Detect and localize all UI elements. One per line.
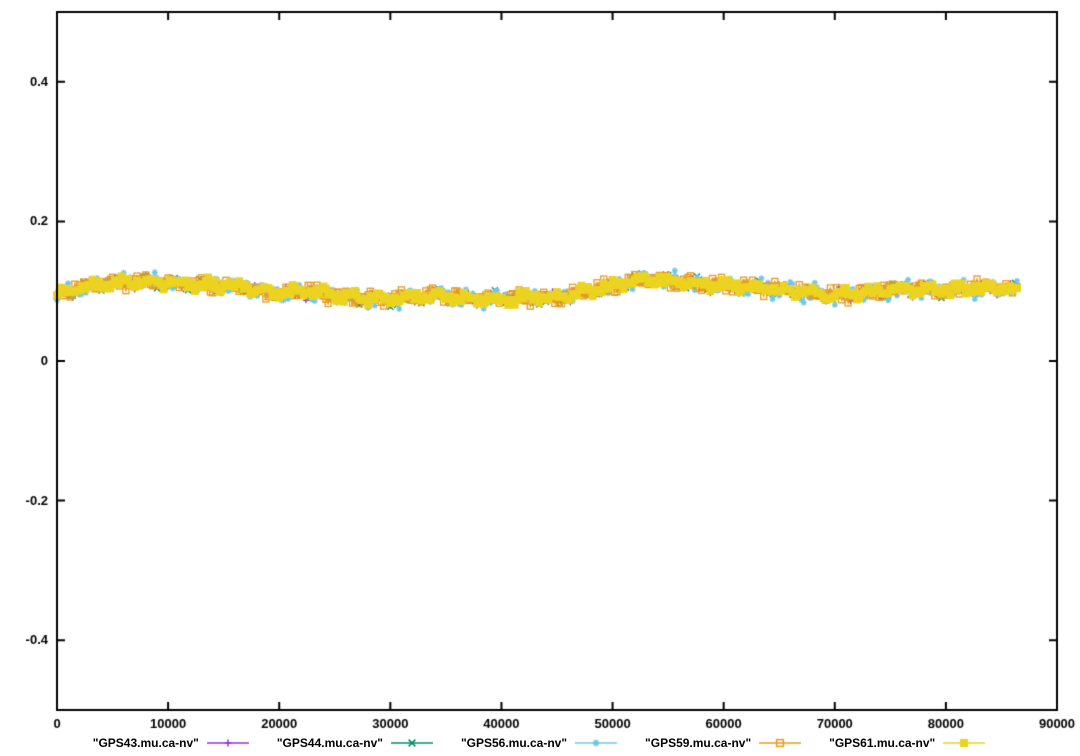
legend-label: "GPS43.mu.ca-nv" xyxy=(92,736,199,750)
legend-sample-asterisk-icon xyxy=(573,736,620,750)
legend-label: "GPS44.mu.ca-nv" xyxy=(276,736,383,750)
legend-sample-square-open-icon xyxy=(757,736,804,750)
legend-sample-plus-icon xyxy=(204,736,251,750)
legend-item-3: "GPS56.mu.ca-nv" xyxy=(460,736,620,750)
legend: "GPS43.mu.ca-nv" "GPS44.mu.ca-nv" "GPS56.m… xyxy=(0,733,1080,753)
legend-item-1: "GPS43.mu.ca-nv" xyxy=(93,736,251,750)
legend-label: "GPS56.mu.ca-nv" xyxy=(460,736,568,750)
legend-sample-square-filled-icon xyxy=(941,736,988,750)
legend-label: "GPS59.mu.ca-nv" xyxy=(645,736,752,750)
legend-label: "GPS61.mu.ca-nv" xyxy=(829,736,936,750)
legend-sample-cross-icon xyxy=(388,736,435,750)
legend-item-2: "GPS44.mu.ca-nv" xyxy=(277,736,435,750)
legend-item-5: "GPS61.mu.ca-nv" xyxy=(829,736,988,750)
legend-item-4: "GPS59.mu.ca-nv" xyxy=(645,736,804,750)
